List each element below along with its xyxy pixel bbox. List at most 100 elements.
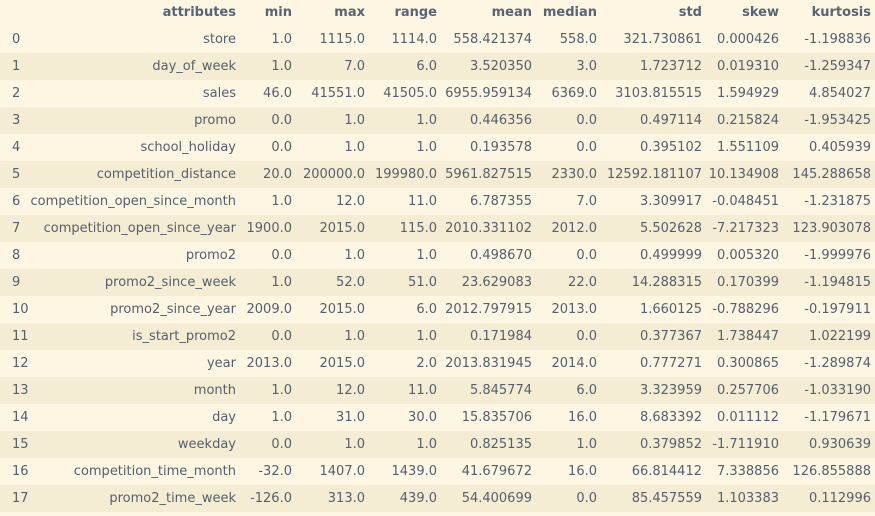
cell-range: 11.0 bbox=[408, 383, 437, 398]
cell-kurtosis: 4.854027 bbox=[808, 86, 871, 101]
cell-kurtosis: -1.259347 bbox=[804, 59, 871, 74]
cell-kurtosis: -1.289874 bbox=[804, 356, 871, 371]
cell-max: 313.0 bbox=[327, 491, 365, 506]
cell-attribute: school_holiday bbox=[140, 140, 236, 155]
cell-attribute: competition_open_since_year bbox=[43, 221, 236, 236]
table-row: 13 month 1.0 12.0 11.0 5.845774 6.0 3.323959 0.2… bbox=[0, 377, 875, 404]
cell-median: 7.0 bbox=[576, 194, 597, 209]
cell-min: 1.0 bbox=[271, 59, 292, 74]
cell-max: 1.0 bbox=[344, 437, 365, 452]
cell-max: 1115.0 bbox=[319, 32, 366, 47]
table-header: attributes min max range mean median std… bbox=[0, 0, 875, 26]
cell-attribute: competition_open_since_month bbox=[30, 194, 236, 209]
cell-kurtosis: -1.179671 bbox=[804, 410, 871, 425]
cell-range: 439.0 bbox=[399, 491, 437, 506]
cell-range: 51.0 bbox=[408, 275, 437, 290]
cell-min: 0.0 bbox=[271, 437, 292, 452]
cell-std: 0.499999 bbox=[639, 248, 702, 263]
cell-range: 1114.0 bbox=[391, 32, 438, 47]
cell-median: 2012.0 bbox=[551, 221, 598, 236]
cell-range: 1.0 bbox=[416, 329, 437, 344]
header-skew: skew bbox=[706, 0, 783, 26]
cell-skew: 1.594929 bbox=[716, 86, 779, 101]
row-index: 0 bbox=[12, 32, 21, 47]
table-row: 0 store 1.0 1115.0 1114.0 558.421374 558.0 321.… bbox=[0, 26, 875, 53]
cell-skew: 0.215824 bbox=[716, 113, 779, 128]
cell-std: 3.323959 bbox=[639, 383, 702, 398]
cell-skew: 0.005320 bbox=[716, 248, 779, 263]
header-attributes: attributes bbox=[30, 0, 240, 26]
cell-mean: 3.520350 bbox=[469, 59, 532, 74]
cell-min: 1.0 bbox=[271, 275, 292, 290]
cell-min: 46.0 bbox=[263, 86, 292, 101]
cell-attribute: promo2 bbox=[185, 248, 236, 263]
cell-min: 0.0 bbox=[271, 329, 292, 344]
cell-std: 3103.815515 bbox=[615, 86, 702, 101]
table-row: 17 promo2_time_week -126.0 313.0 439.0 54.400… bbox=[0, 485, 875, 512]
cell-attribute: weekday bbox=[177, 437, 236, 452]
cell-range: 2.0 bbox=[416, 356, 437, 371]
cell-std: 0.395102 bbox=[639, 140, 702, 155]
cell-min: 1.0 bbox=[271, 383, 292, 398]
cell-max: 1.0 bbox=[344, 248, 365, 263]
cell-median: 0.0 bbox=[576, 491, 597, 506]
cell-skew: 0.170399 bbox=[716, 275, 779, 290]
cell-attribute: day bbox=[212, 410, 236, 425]
header-std: std bbox=[601, 0, 706, 26]
cell-attribute: is_start_promo2 bbox=[132, 329, 236, 344]
cell-kurtosis: -1.999976 bbox=[804, 248, 871, 263]
cell-median: 2330.0 bbox=[551, 167, 598, 182]
cell-skew: 0.257706 bbox=[716, 383, 779, 398]
row-index: 16 bbox=[12, 464, 29, 479]
cell-attribute: sales bbox=[202, 86, 236, 101]
table-row: 1 day_of_week 1.0 7.0 6.0 3.520350 3.0 1.723712… bbox=[0, 53, 875, 80]
cell-max: 12.0 bbox=[336, 194, 365, 209]
cell-std: 0.777271 bbox=[639, 356, 702, 371]
cell-min: 1.0 bbox=[271, 194, 292, 209]
cell-min: 0.0 bbox=[271, 140, 292, 155]
table-row: 2 sales 46.0 41551.0 41505.0 6955.959134 6369.… bbox=[0, 80, 875, 107]
cell-mean: 23.629083 bbox=[461, 275, 532, 290]
cell-kurtosis: 0.930639 bbox=[808, 437, 871, 452]
cell-max: 41551.0 bbox=[311, 86, 365, 101]
cell-max: 200000.0 bbox=[302, 167, 365, 182]
cell-std: 66.814412 bbox=[631, 464, 702, 479]
cell-skew: 1.103383 bbox=[716, 491, 779, 506]
table-row: 6 competition_open_since_month 1.0 12.0 11.0… bbox=[0, 188, 875, 215]
cell-min: 1900.0 bbox=[246, 221, 293, 236]
cell-mean: 2010.331102 bbox=[445, 221, 532, 236]
cell-skew: -1.711910 bbox=[712, 437, 779, 452]
cell-attribute: competition_time_month bbox=[73, 464, 236, 479]
cell-attribute: competition_distance bbox=[96, 167, 236, 182]
cell-range: 1.0 bbox=[416, 437, 437, 452]
cell-kurtosis: -1.198836 bbox=[804, 32, 871, 47]
cell-range: 6.0 bbox=[416, 302, 437, 317]
cell-max: 7.0 bbox=[344, 59, 365, 74]
header-max: max bbox=[296, 0, 369, 26]
cell-max: 2015.0 bbox=[319, 302, 366, 317]
table-row: 5 competition_distance 20.0 200000.0 199980.… bbox=[0, 161, 875, 188]
header-index bbox=[0, 0, 30, 26]
cell-kurtosis: 1.022199 bbox=[808, 329, 871, 344]
cell-median: 6369.0 bbox=[551, 86, 598, 101]
cell-median: 2013.0 bbox=[551, 302, 598, 317]
table-body: 0 store 1.0 1115.0 1114.0 558.421374 558.0 321.… bbox=[0, 26, 875, 512]
cell-range: 199980.0 bbox=[374, 167, 437, 182]
cell-mean: 41.679672 bbox=[461, 464, 532, 479]
row-index: 14 bbox=[12, 410, 29, 425]
table-row: 9 promo2_since_week 1.0 52.0 51.0 23.629083 22… bbox=[0, 269, 875, 296]
cell-min: 0.0 bbox=[271, 113, 292, 128]
cell-mean: 6.787355 bbox=[469, 194, 532, 209]
table-row: 15 weekday 0.0 1.0 1.0 0.825135 1.0 0.379852 -1.… bbox=[0, 431, 875, 458]
row-index: 9 bbox=[12, 275, 21, 290]
cell-range: 1.0 bbox=[416, 113, 437, 128]
cell-attribute: promo2_time_week bbox=[109, 491, 236, 506]
cell-skew: 0.000426 bbox=[716, 32, 779, 47]
cell-kurtosis: 123.903078 bbox=[792, 221, 871, 236]
cell-kurtosis: -1.194815 bbox=[804, 275, 871, 290]
row-index: 10 bbox=[12, 302, 29, 317]
cell-mean: 2013.831945 bbox=[445, 356, 532, 371]
cell-mean: 6955.959134 bbox=[445, 86, 532, 101]
cell-median: 3.0 bbox=[576, 59, 597, 74]
